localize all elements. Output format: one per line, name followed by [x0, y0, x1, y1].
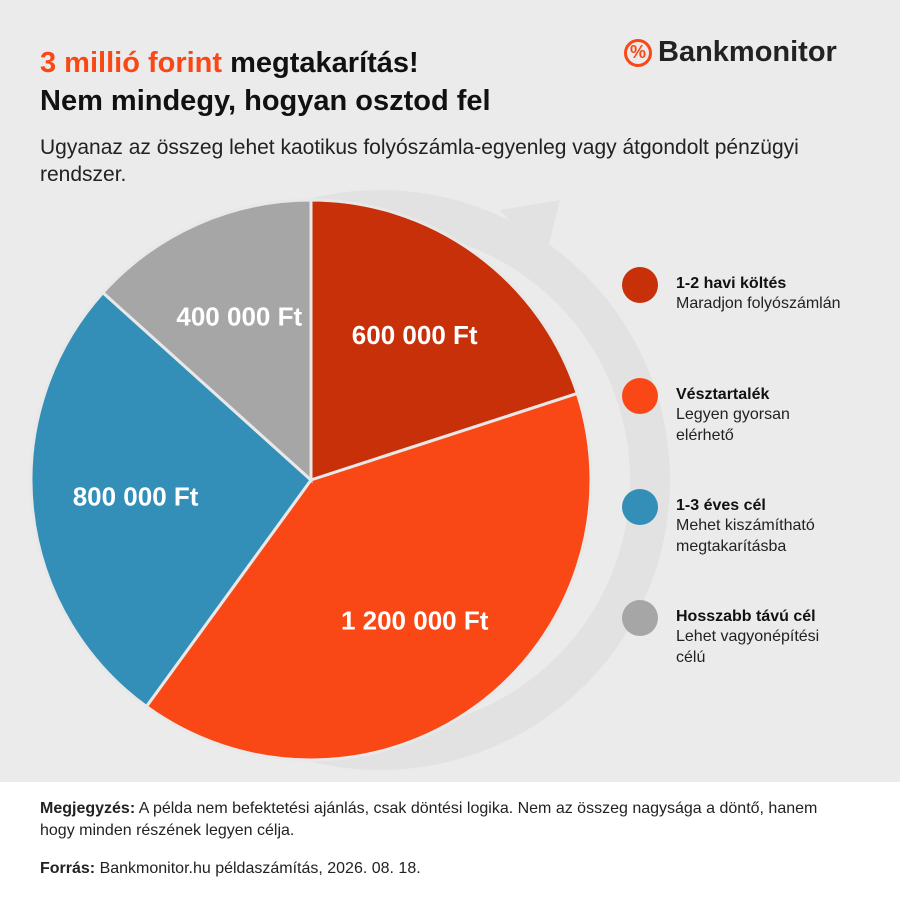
slice-label: 400 000 Ft	[176, 302, 302, 332]
legend-name: 1-3 éves cél	[676, 497, 766, 514]
slice-label: 600 000 Ft	[352, 320, 478, 350]
pie-slice	[309, 198, 580, 483]
logo-text: Bankmonitor	[658, 36, 837, 68]
footer: Megjegyzés: A példa nem befektetési aján…	[0, 782, 900, 900]
source-text: Bankmonitor.hu példaszámítás, 2026. 08. …	[99, 860, 421, 877]
slice-label: 800 000 Ft	[73, 481, 199, 511]
note-label: Megjegyzés:	[40, 800, 136, 817]
legend-text: 1-2 havi költés Maradjon folyószámlán	[676, 275, 851, 314]
legend-text: Hosszabb távú cél Lehet vagyonépítési cél…	[676, 608, 851, 668]
title-rest: megtakarítás!	[230, 47, 419, 79]
pie-chart: 600 000 Ft 1 200 000 Ft 800 000 Ft 400 000 …	[29, 198, 593, 762]
logo: % Bankmonitor	[624, 36, 837, 69]
pie-slice	[144, 391, 593, 762]
legend-item: 1-2 havi költés Maradjon folyószámlán	[622, 267, 862, 314]
legend-name: Vésztartalék	[676, 386, 770, 403]
legend-swatch	[622, 600, 658, 636]
title-line2: Nem mindegy, hogyan osztod fel	[40, 85, 491, 117]
title-highlight: 3 millió forint	[40, 47, 223, 79]
legend-text: Vésztartalék Legyen gyorsan elérhető	[676, 386, 851, 446]
legend-swatch	[622, 489, 658, 525]
legend-description: Legyen gyorsan elérhető	[676, 406, 790, 444]
pie-slice	[29, 290, 314, 709]
legend-description: Maradjon folyószámlán	[676, 295, 841, 312]
legend-name: Hosszabb távú cél	[676, 608, 816, 625]
pie-slice	[100, 198, 313, 484]
legend-text: 1-3 éves cél Mehet kiszámítható megtakarí…	[676, 497, 851, 557]
legend-name: 1-2 havi költés	[676, 275, 787, 292]
subtitle: Ugyanaz az összeg lehet kaotikus folyósz…	[40, 136, 799, 186]
title: 3 millió forint megtakarítás! Nem mindeg…	[40, 44, 491, 120]
legend-description: Lehet vagyonépítési célú	[676, 628, 820, 666]
legend-swatch	[622, 378, 658, 414]
source: Forrás: Bankmonitor.hu példaszámítás, 20…	[40, 858, 850, 880]
note: Megjegyzés: A példa nem befektetési aján…	[40, 798, 850, 842]
legend-item: Hosszabb távú cél Lehet vagyonépítési cél…	[622, 600, 862, 668]
legend-description: Mehet kiszámítható megtakarításba	[676, 517, 815, 555]
legend-item: 1-3 éves cél Mehet kiszámítható megtakarí…	[622, 489, 862, 557]
slice-label: 1 200 000 Ft	[341, 606, 489, 636]
source-label: Forrás:	[40, 860, 96, 877]
note-text: A példa nem befektetési ajánlás, csak dö…	[40, 800, 818, 839]
legend-item: Vésztartalék Legyen gyorsan elérhető	[622, 378, 862, 446]
legend-swatch	[622, 267, 658, 303]
